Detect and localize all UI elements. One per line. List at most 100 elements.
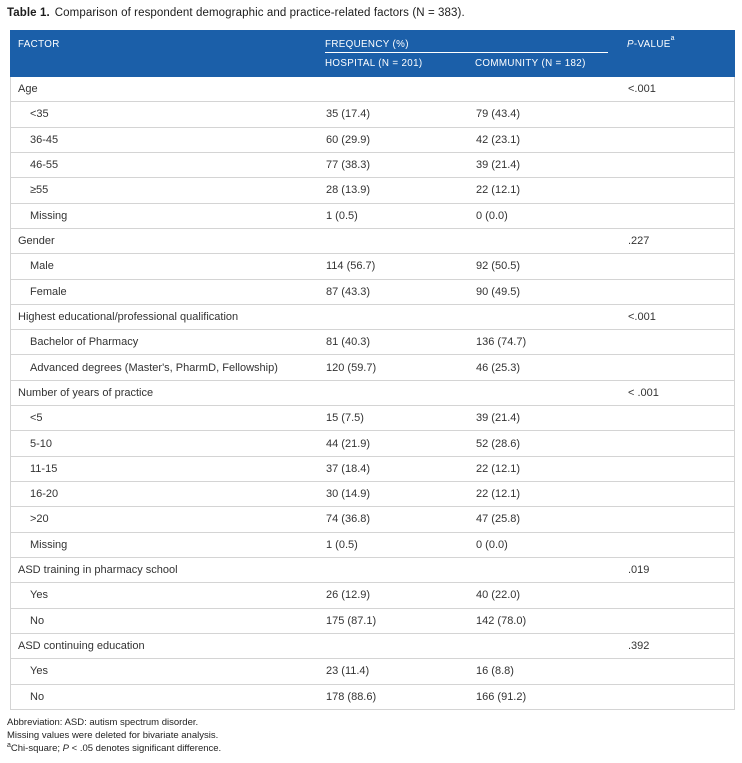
column-header-factor: FACTOR bbox=[18, 39, 60, 50]
column-group-header-frequency: FREQUENCY (%) bbox=[325, 30, 627, 54]
factor-cell: Missing bbox=[30, 209, 68, 222]
community-value-cell: 0 (0.0) bbox=[476, 538, 508, 551]
community-value-cell: 39 (21.4) bbox=[476, 412, 521, 425]
column-header-community: COMMUNITY (N = 182) bbox=[475, 58, 586, 69]
table-row-category: Age <.001 bbox=[11, 77, 734, 103]
table-row-category: Gender .227 bbox=[11, 229, 734, 255]
column-header-hospital: HOSPITAL (N = 201) bbox=[325, 58, 423, 69]
community-value-cell: 39 (21.4) bbox=[476, 159, 521, 172]
hospital-value-cell: 1 (0.5) bbox=[326, 209, 358, 222]
community-value-cell: 79 (43.4) bbox=[476, 108, 521, 121]
table-row: Missing 1 (0.5) 0 (0.0) bbox=[11, 204, 734, 229]
table-row: No 175 (87.1) 142 (78.0) bbox=[11, 609, 734, 634]
hospital-value-cell: 178 (88.6) bbox=[326, 690, 377, 703]
factor-cell: 36-45 bbox=[30, 133, 59, 146]
factor-cell: No bbox=[30, 614, 45, 627]
community-value-cell: 40 (22.0) bbox=[476, 589, 521, 602]
hospital-value-cell: 120 (59.7) bbox=[326, 361, 377, 374]
community-value-cell: 16 (8.8) bbox=[476, 665, 514, 678]
table-row: Missing 1 (0.5) 0 (0.0) bbox=[11, 533, 734, 558]
table-row: 36-45 60 (29.9) 42 (23.1) bbox=[11, 128, 734, 153]
community-value-cell: 92 (50.5) bbox=[476, 260, 521, 273]
hospital-value-cell: 81 (40.3) bbox=[326, 336, 371, 349]
table-row: Yes 23 (11.4) 16 (8.8) bbox=[11, 659, 734, 685]
demographics-table: FACTOR FREQUENCY (%) P -VALUE a HOSPITAL (… bbox=[10, 30, 735, 710]
table-row-category: Highest educational/professional qualifi… bbox=[11, 305, 734, 331]
hospital-value-cell: 77 (38.3) bbox=[326, 159, 371, 172]
factor-cell: Yes bbox=[30, 589, 48, 602]
table-row-category: Number of years of practice < .001 bbox=[11, 381, 734, 407]
column-header-pvalue: P -VALUE a bbox=[627, 35, 675, 50]
table-row: Yes 26 (12.9) 40 (22.0) bbox=[11, 583, 734, 609]
community-value-cell: 22 (12.1) bbox=[476, 462, 521, 475]
hospital-value-cell: 30 (14.9) bbox=[326, 488, 371, 501]
factor-cell: Bachelor of Pharmacy bbox=[30, 336, 139, 349]
factor-cell: >20 bbox=[30, 513, 49, 526]
footnote-chi-square: aChi-square; P < .05 denotes significant… bbox=[7, 741, 222, 754]
hospital-value-cell: 87 (43.3) bbox=[326, 285, 371, 298]
hospital-value-cell: 175 (87.1) bbox=[326, 614, 377, 627]
hospital-value-cell: 23 (11.4) bbox=[326, 665, 370, 678]
factor-cell: No bbox=[30, 690, 45, 703]
hospital-value-cell: 35 (17.4) bbox=[326, 108, 371, 121]
factor-cell: 46-55 bbox=[30, 159, 59, 172]
factor-cell: Age bbox=[18, 83, 38, 96]
factor-cell: 11-15 bbox=[30, 462, 58, 475]
table-row: <5 15 (7.5) 39 (21.4) bbox=[11, 406, 734, 432]
hospital-value-cell: 60 (29.9) bbox=[326, 133, 371, 146]
factor-cell: <35 bbox=[30, 108, 49, 121]
table-row: Bachelor of Pharmacy 81 (40.3) 136 (74.7) bbox=[11, 330, 734, 356]
table-caption: Table 1. Comparison of respondent demogra… bbox=[7, 7, 465, 19]
table-body: Age <.001 <35 35 (17.4) 79 (43.4) 36-45 60 (29… bbox=[11, 77, 734, 710]
table-row-category: ASD continuing education .392 bbox=[11, 634, 734, 660]
community-value-cell: 136 (74.7) bbox=[476, 336, 527, 349]
community-value-cell: 52 (28.6) bbox=[476, 437, 521, 450]
factor-cell: Missing bbox=[30, 538, 68, 551]
table-caption-label: Table 1. bbox=[7, 7, 50, 19]
frequency-group-label: FREQUENCY (%) bbox=[325, 39, 409, 50]
table-row: Female 87 (43.3) 90 (49.5) bbox=[11, 280, 734, 305]
factor-cell: Advanced degrees (Master's, PharmD, Fell… bbox=[30, 361, 278, 374]
table-row: Advanced degrees (Master's, PharmD, Fell… bbox=[11, 355, 734, 381]
factor-cell: ASD continuing education bbox=[18, 640, 145, 653]
footnote-italic-p: P bbox=[62, 743, 69, 754]
table-row: 46-55 77 (38.3) 39 (21.4) bbox=[11, 153, 734, 179]
pvalue-cell: < .001 bbox=[628, 386, 659, 399]
community-value-cell: 47 (25.8) bbox=[476, 513, 521, 526]
table-row: Male 114 (56.7) 92 (50.5) bbox=[11, 254, 734, 280]
hospital-value-cell: 15 (7.5) bbox=[326, 412, 364, 425]
table-row: 11-15 37 (18.4) 22 (12.1) bbox=[11, 457, 734, 482]
hospital-value-cell: 37 (18.4) bbox=[326, 462, 371, 475]
table-row: <35 35 (17.4) 79 (43.4) bbox=[11, 102, 734, 128]
pvalue-header-rest: -VALUE bbox=[633, 39, 671, 50]
community-value-cell: 90 (49.5) bbox=[476, 285, 521, 298]
table-row: >20 74 (36.8) 47 (25.8) bbox=[11, 507, 734, 533]
factor-cell: Yes bbox=[30, 665, 48, 678]
hospital-value-cell: 26 (12.9) bbox=[326, 589, 371, 602]
footnote-missing-values: Missing values were deleted for bivariat… bbox=[7, 730, 219, 741]
pvalue-cell: .392 bbox=[628, 640, 650, 653]
footnote-abbreviation: Abbreviation: ASD: autism spectrum disor… bbox=[7, 717, 199, 728]
factor-cell: Male bbox=[30, 260, 54, 273]
table-row: 5-10 44 (21.9) 52 (28.6) bbox=[11, 431, 734, 457]
table-footnotes: Abbreviation: ASD: autism spectrum disor… bbox=[7, 716, 221, 755]
frequency-group-underline bbox=[325, 52, 608, 53]
community-value-cell: 142 (78.0) bbox=[476, 614, 527, 627]
pvalue-header-italic-p: P bbox=[627, 39, 634, 50]
factor-cell: Female bbox=[30, 285, 67, 298]
pvalue-cell: <.001 bbox=[628, 310, 656, 323]
factor-cell: 5-10 bbox=[30, 437, 53, 450]
hospital-value-cell: 44 (21.9) bbox=[326, 437, 371, 450]
footnote-superscript-a: a bbox=[7, 741, 11, 749]
community-value-cell: 42 (23.1) bbox=[476, 133, 521, 146]
table-row: 16-20 30 (14.9) 22 (12.1) bbox=[11, 482, 734, 508]
table-header: FACTOR FREQUENCY (%) P -VALUE a HOSPITAL (… bbox=[10, 30, 735, 77]
community-value-cell: 46 (25.3) bbox=[476, 361, 521, 374]
factor-cell: ≥55 bbox=[30, 184, 49, 197]
hospital-value-cell: 74 (36.8) bbox=[326, 513, 371, 526]
table-caption-text: Comparison of respondent demographic and… bbox=[54, 7, 465, 19]
table-row: No 178 (88.6) 166 (91.2) bbox=[11, 685, 734, 710]
factor-cell: Highest educational/professional qualifi… bbox=[18, 310, 239, 323]
factor-cell: 16-20 bbox=[30, 488, 59, 501]
hospital-value-cell: 1 (0.5) bbox=[326, 538, 358, 551]
